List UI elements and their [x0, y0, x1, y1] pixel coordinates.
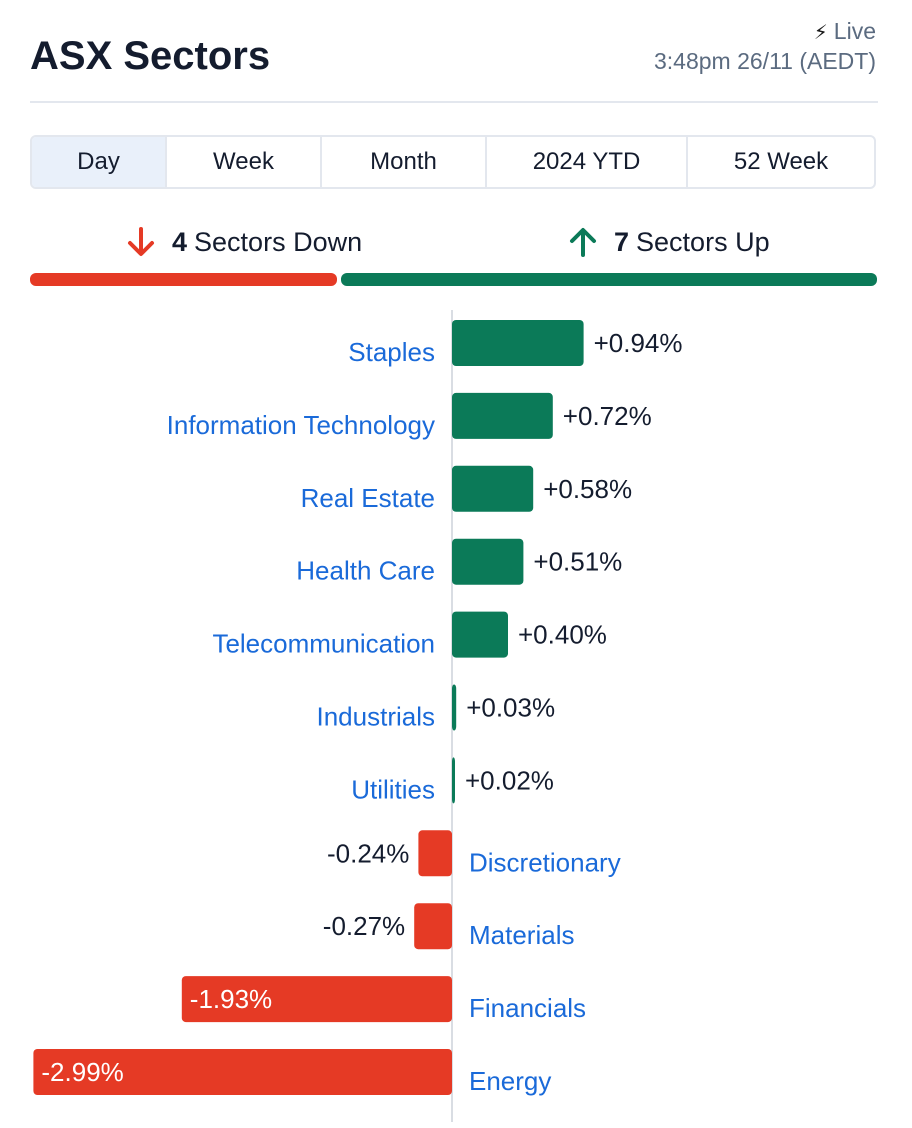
bar-industrials[interactable] [452, 684, 457, 731]
value-label-energy: -2.99% [41, 1057, 123, 1087]
live-label: Live [833, 18, 876, 44]
bar-utilities[interactable] [452, 757, 455, 804]
bar-financials[interactable] [181, 976, 453, 1023]
category-label-health-care[interactable]: Health Care [296, 556, 435, 586]
value-label-financials: -1.93% [190, 984, 272, 1014]
value-label-health-care: +0.51% [533, 547, 622, 577]
category-label-telecommunication[interactable]: Telecommunication [212, 629, 435, 659]
value-label-staples: +0.94% [594, 328, 683, 358]
bar-energy[interactable] [33, 1049, 453, 1095]
arrow-down-icon [128, 227, 154, 256]
tab-52-week[interactable]: 52 Week [733, 148, 829, 175]
value-label-materials: -0.27% [323, 911, 405, 941]
sectors-up-count: 7 [614, 226, 630, 257]
sectors-down-summary: 4 Sectors Down [124, 222, 362, 262]
bar-discretionary[interactable] [418, 830, 452, 877]
live-indicator: ⚡ Live [814, 18, 876, 45]
sectors-up-ratio-bar [340, 273, 877, 286]
tab-month[interactable]: Month [322, 137, 487, 187]
tab-2024-ytd[interactable]: 2024 YTD [487, 137, 688, 187]
category-label-energy[interactable]: Energy [469, 1066, 551, 1096]
sectors-down-label: Sectors Down [194, 226, 363, 257]
value-label-telecommunication: +0.40% [518, 620, 607, 650]
value-label-information-technology: +0.72% [563, 401, 652, 431]
category-label-staples[interactable]: Staples [348, 337, 435, 367]
tab-day[interactable]: Day [32, 137, 167, 187]
sectors-up-summary: 7 Sectors Up [566, 222, 770, 262]
category-label-information-technology[interactable]: Information Technology [167, 410, 435, 440]
tab-week[interactable]: Week [167, 137, 322, 187]
value-label-discretionary: -0.24% [327, 838, 409, 868]
bar-telecommunication[interactable] [452, 611, 508, 658]
period-tabs: Day Week Month 2024 YTD 52 Week [30, 135, 876, 189]
bar-health-care[interactable] [452, 538, 524, 585]
sectors-down-count: 4 [172, 226, 188, 257]
category-label-discretionary[interactable]: Discretionary [469, 847, 621, 877]
category-label-materials[interactable]: Materials [469, 920, 574, 950]
bar-materials[interactable] [414, 903, 452, 950]
category-label-real-estate[interactable]: Real Estate [301, 483, 435, 513]
sectors-down-ratio-bar [30, 273, 337, 286]
category-label-industrials[interactable]: Industrials [317, 702, 436, 732]
timestamp: 3:48pm 26/11 (AEDT) [653, 48, 876, 74]
bar-real-estate[interactable] [452, 465, 534, 512]
category-label-utilities[interactable]: Utilities [351, 774, 435, 804]
bar-staples[interactable] [452, 320, 584, 366]
category-label-financials[interactable]: Financials [469, 993, 586, 1023]
value-label-industrials: +0.03% [466, 693, 555, 723]
lightning-icon: ⚡ [813, 22, 828, 44]
page-title: ASX Sectors [30, 34, 271, 78]
header-divider [30, 101, 878, 103]
arrow-up-icon [570, 228, 596, 257]
value-label-utilities: +0.02% [465, 765, 554, 795]
sectors-up-label: Sectors Up [636, 226, 770, 257]
bar-information-technology[interactable] [452, 392, 553, 439]
value-label-real-estate: +0.58% [543, 474, 632, 504]
